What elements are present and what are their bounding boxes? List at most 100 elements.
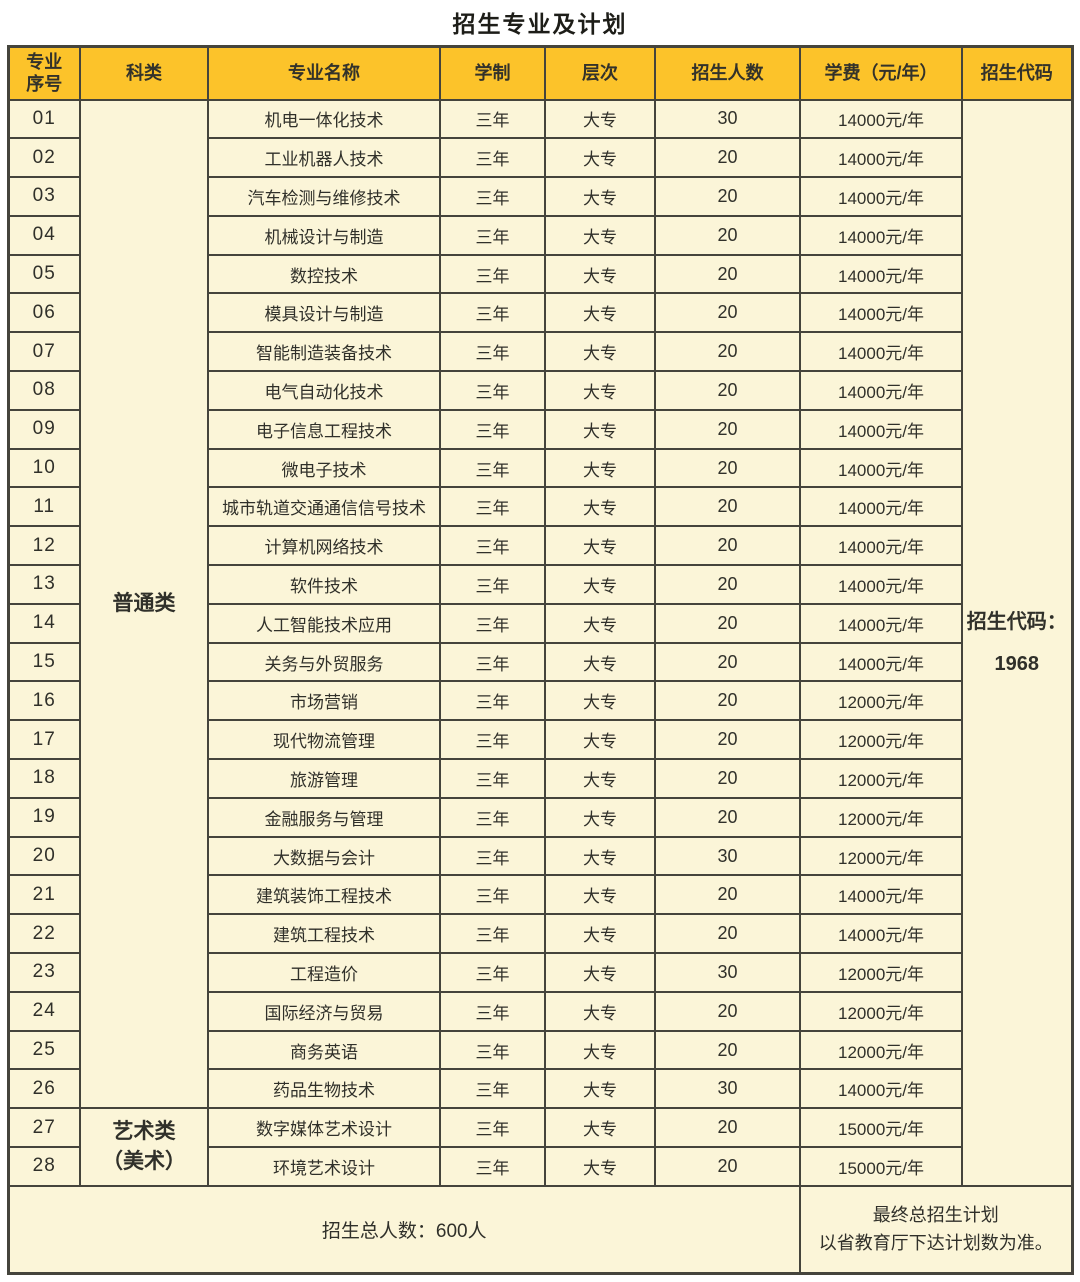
duration-cell: 三年 xyxy=(439,874,546,916)
major-name-cell: 现代物流管理 xyxy=(207,719,441,761)
major-name-cell: 软件技术 xyxy=(207,564,441,605)
major-no-cell: 11 xyxy=(7,486,81,528)
table-row: 03 汽车检测与维修技术 三年 大专 20 14000元/年 xyxy=(7,176,1072,217)
duration-cell: 三年 xyxy=(439,176,546,217)
table-footer: 招生总人数：600人 最终总招生计划 以省教育厅下达计划数为准。 xyxy=(7,1184,1073,1275)
table-row: 06 模具设计与制造 三年 大专 20 14000元/年 xyxy=(7,292,1072,334)
page-title: 招生专业及计划 xyxy=(452,11,628,37)
major-name-cell: 数字媒体艺术设计 xyxy=(207,1107,441,1149)
major-name-cell: 金融服务与管理 xyxy=(207,796,441,838)
fee-cell: 14000元/年 xyxy=(799,214,963,256)
fee-cell: 12000元/年 xyxy=(799,719,963,761)
final-plan-note-cell: 最终总招生计划 以省教育厅下达计划数为准。 xyxy=(799,1184,1073,1275)
table-row: 13 软件技术 三年 大专 20 14000元/年 xyxy=(7,564,1072,605)
duration-cell: 三年 xyxy=(439,253,546,295)
table-row: 07 智能制造装备技术 三年 大专 20 14000元/年 xyxy=(7,331,1072,373)
table-row: 02 工业机器人技术 三年 大专 20 14000元/年 xyxy=(7,137,1072,179)
major-no-cell: 19 xyxy=(7,796,81,838)
count-cell: 20 xyxy=(654,253,801,295)
fee-cell: 14000元/年 xyxy=(799,1068,963,1110)
major-name-cell: 汽车检测与维修技术 xyxy=(207,176,441,217)
level-cell: 大专 xyxy=(544,214,656,256)
fee-cell: 14000元/年 xyxy=(799,874,963,916)
major-no-cell: 08 xyxy=(7,370,81,411)
count-cell: 20 xyxy=(654,1146,801,1187)
major-no-cell: 17 xyxy=(7,719,81,761)
count-cell: 20 xyxy=(654,176,801,217)
major-name-cell: 计算机网络技术 xyxy=(207,525,441,567)
fee-cell: 14000元/年 xyxy=(799,486,963,528)
count-cell: 20 xyxy=(654,1107,801,1149)
total-enrollment-cell: 招生总人数：600人 xyxy=(7,1184,801,1275)
count-cell: 20 xyxy=(654,1029,801,1071)
category-cell-art: 艺术类 （美术） xyxy=(79,1107,209,1187)
major-no-cell: 20 xyxy=(7,835,81,877)
duration-cell: 三年 xyxy=(439,719,546,761)
major-name-cell: 电气自动化技术 xyxy=(207,370,441,411)
table-row: 11 城市轨道交通通信信号技术 三年 大专 20 14000元/年 xyxy=(7,486,1072,528)
major-name-cell: 市场营销 xyxy=(207,680,441,722)
major-no-cell: 14 xyxy=(7,602,81,644)
major-no-cell: 18 xyxy=(7,758,81,799)
major-name-cell: 工程造价 xyxy=(207,952,441,993)
major-no-cell: 15 xyxy=(7,641,81,683)
major-name-cell: 旅游管理 xyxy=(207,758,441,799)
level-cell: 大专 xyxy=(544,447,656,489)
major-name-cell: 人工智能技术应用 xyxy=(207,602,441,644)
header-major: 专业名称 xyxy=(207,45,441,101)
fee-cell: 14000元/年 xyxy=(799,641,963,683)
table-row: 14 人工智能技术应用 三年 大专 20 14000元/年 xyxy=(7,602,1072,644)
table-row: 05 数控技术 三年 大专 20 14000元/年 xyxy=(7,253,1072,295)
level-cell: 大专 xyxy=(544,525,656,567)
table-row: 21 建筑装饰工程技术 三年 大专 20 14000元/年 xyxy=(7,874,1072,916)
duration-cell: 三年 xyxy=(439,680,546,722)
duration-cell: 三年 xyxy=(439,796,546,838)
count-cell: 20 xyxy=(654,214,801,256)
level-cell: 大专 xyxy=(544,913,656,955)
duration-cell: 三年 xyxy=(439,525,546,567)
major-name-cell: 智能制造装备技术 xyxy=(207,331,441,373)
level-cell: 大专 xyxy=(544,564,656,605)
header-level: 层次 xyxy=(544,45,656,101)
table-row: 25 商务英语 三年 大专 20 12000元/年 xyxy=(7,1029,1072,1071)
duration-cell: 三年 xyxy=(439,952,546,993)
fee-cell: 15000元/年 xyxy=(799,1107,963,1149)
duration-cell: 三年 xyxy=(439,1146,546,1187)
fee-cell: 14000元/年 xyxy=(799,370,963,411)
count-cell: 20 xyxy=(654,874,801,916)
level-cell: 大专 xyxy=(544,253,656,295)
duration-cell: 三年 xyxy=(439,98,546,140)
table-row: 08 电气自动化技术 三年 大专 20 14000元/年 xyxy=(7,370,1072,411)
header-count: 招生人数 xyxy=(654,45,801,101)
enroll-code-cell: 招生代码： 1968 xyxy=(961,98,1073,1187)
table-row: 12 计算机网络技术 三年 大专 20 14000元/年 xyxy=(7,525,1072,567)
level-cell: 大专 xyxy=(544,486,656,528)
duration-cell: 三年 xyxy=(439,641,546,683)
major-no-cell: 10 xyxy=(7,447,81,489)
count-cell: 20 xyxy=(654,602,801,644)
enrollment-plan-table: 专业 序号 科类 专业名称 学制 层次 招生人数 学费（元/年） 招生代码 01… xyxy=(6,45,1074,1276)
count-cell: 20 xyxy=(654,370,801,411)
table-row: 16 市场营销 三年 大专 20 12000元/年 xyxy=(7,680,1072,722)
duration-cell: 三年 xyxy=(439,990,546,1032)
major-name-cell: 城市轨道交通通信信号技术 xyxy=(207,486,441,528)
fee-cell: 12000元/年 xyxy=(799,952,963,993)
duration-cell: 三年 xyxy=(439,486,546,528)
level-cell: 大专 xyxy=(544,370,656,411)
count-cell: 20 xyxy=(654,486,801,528)
level-cell: 大专 xyxy=(544,1068,656,1110)
level-cell: 大专 xyxy=(544,137,656,179)
duration-cell: 三年 xyxy=(439,835,546,877)
count-cell: 30 xyxy=(654,952,801,993)
duration-cell: 三年 xyxy=(439,1107,546,1149)
level-cell: 大专 xyxy=(544,1146,656,1187)
major-no-cell: 01 xyxy=(7,98,81,140)
level-cell: 大专 xyxy=(544,98,656,140)
level-cell: 大专 xyxy=(544,176,656,217)
table-row: 22 建筑工程技术 三年 大专 20 14000元/年 xyxy=(7,913,1072,955)
major-no-cell: 22 xyxy=(7,913,81,955)
fee-cell: 12000元/年 xyxy=(799,680,963,722)
fee-cell: 14000元/年 xyxy=(799,564,963,605)
major-no-cell: 06 xyxy=(7,292,81,334)
major-no-cell: 16 xyxy=(7,680,81,722)
